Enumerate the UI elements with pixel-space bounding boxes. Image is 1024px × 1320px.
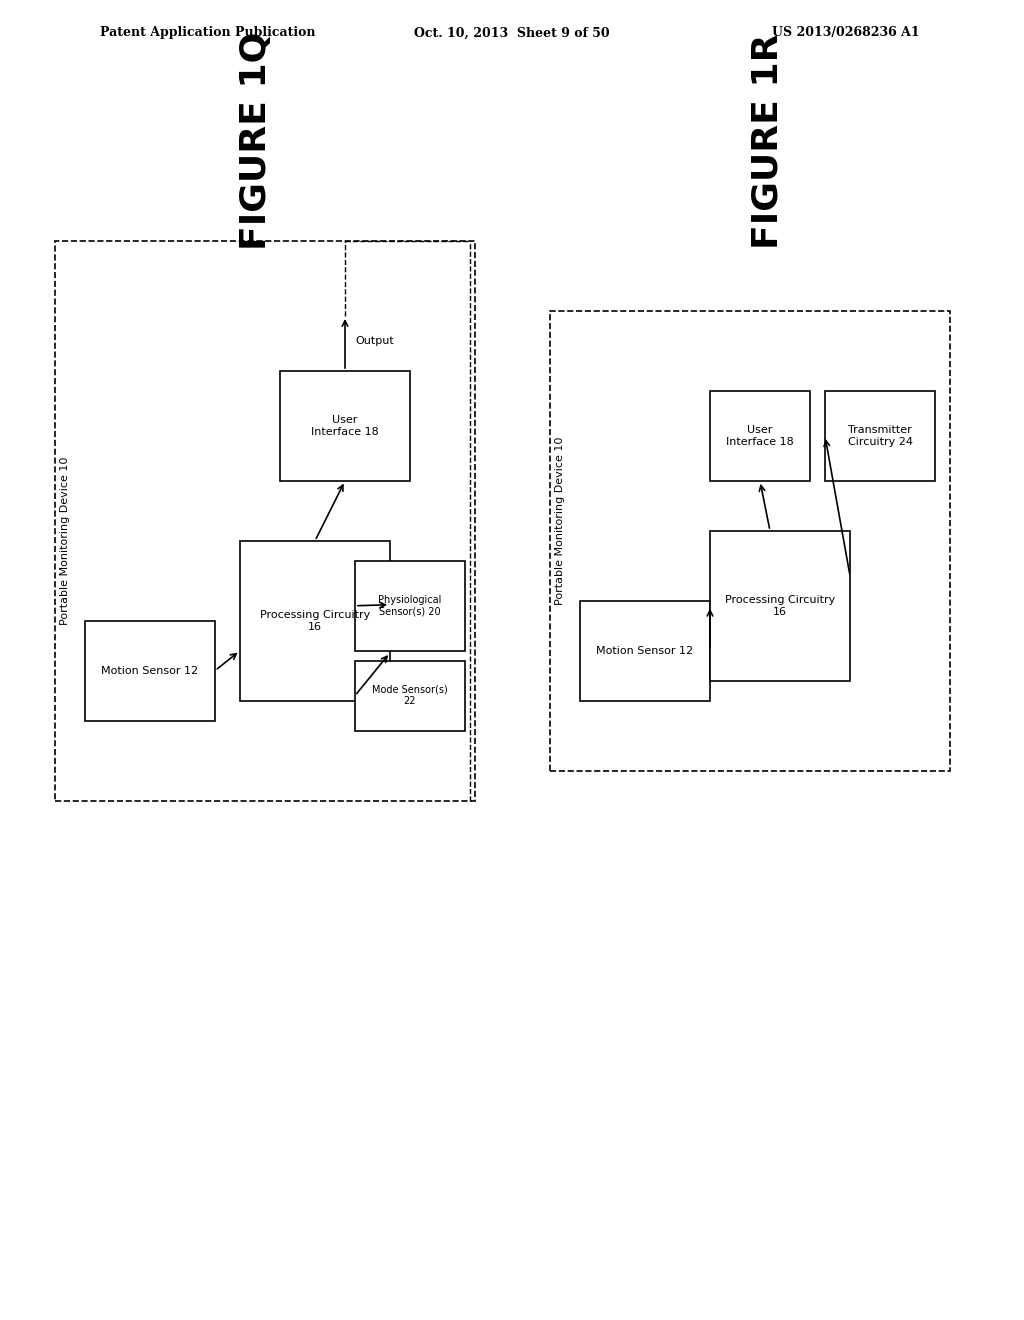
Text: Output: Output — [355, 337, 394, 346]
FancyBboxPatch shape — [825, 391, 935, 480]
FancyBboxPatch shape — [85, 620, 215, 721]
FancyBboxPatch shape — [355, 561, 465, 651]
FancyBboxPatch shape — [580, 601, 710, 701]
Text: Mode Sensor(s)
22: Mode Sensor(s) 22 — [372, 685, 447, 706]
Text: Processing Circuitry
16: Processing Circuitry 16 — [260, 610, 370, 631]
FancyBboxPatch shape — [240, 541, 390, 701]
Text: User
Interface 18: User Interface 18 — [726, 425, 794, 446]
Text: Processing Circuitry
16: Processing Circuitry 16 — [725, 595, 836, 616]
FancyBboxPatch shape — [355, 661, 465, 731]
Text: Portable Monitoring Device 10: Portable Monitoring Device 10 — [60, 457, 70, 624]
Text: Motion Sensor 12: Motion Sensor 12 — [101, 665, 199, 676]
Text: Oct. 10, 2013  Sheet 9 of 50: Oct. 10, 2013 Sheet 9 of 50 — [414, 26, 610, 40]
Text: Motion Sensor 12: Motion Sensor 12 — [596, 645, 693, 656]
Text: US 2013/0268236 A1: US 2013/0268236 A1 — [772, 26, 920, 40]
Text: Portable Monitoring Device 10: Portable Monitoring Device 10 — [555, 437, 565, 605]
Text: Physiological
Sensor(s) 20: Physiological Sensor(s) 20 — [378, 595, 441, 616]
Text: Transmitter
Circuitry 24: Transmitter Circuitry 24 — [848, 425, 912, 446]
FancyBboxPatch shape — [710, 531, 850, 681]
Text: User
Interface 18: User Interface 18 — [311, 416, 379, 437]
Text: Patent Application Publication: Patent Application Publication — [100, 26, 315, 40]
Text: FIGURE 1R: FIGURE 1R — [751, 33, 785, 249]
FancyBboxPatch shape — [710, 391, 810, 480]
FancyBboxPatch shape — [280, 371, 410, 480]
Text: FIGURE 1Q: FIGURE 1Q — [239, 32, 273, 251]
